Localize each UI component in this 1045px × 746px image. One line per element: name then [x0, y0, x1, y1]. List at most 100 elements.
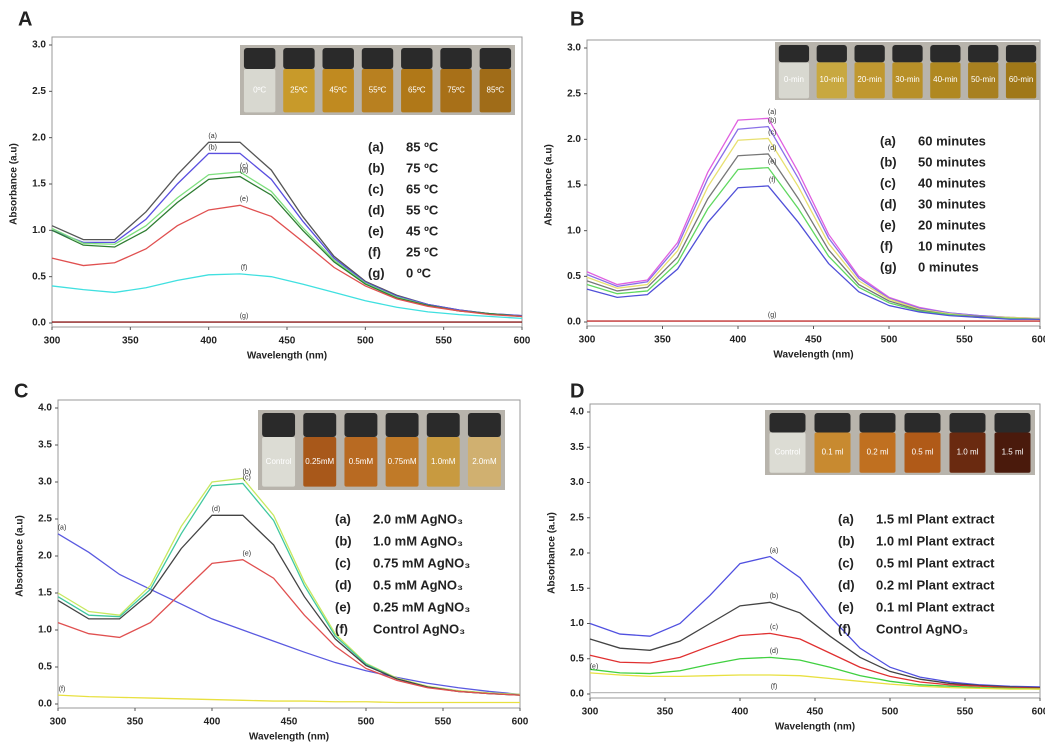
legend-label: 0.5 ml Plant extract	[876, 555, 995, 570]
y-tick-label: 4.0	[570, 407, 584, 418]
x-tick-label: 350	[127, 717, 144, 728]
y-tick-label: 3.0	[32, 40, 46, 51]
vial-body	[930, 62, 961, 99]
curve-tag: (c)	[243, 474, 251, 481]
vial-body	[283, 69, 315, 113]
vial-cap	[385, 413, 419, 437]
x-tick-label: 550	[435, 717, 452, 728]
y-tick-label: 0.0	[567, 317, 581, 328]
curve-tag: (c)	[240, 163, 248, 170]
y-tick-label: 0.5	[567, 271, 581, 282]
vial-body	[262, 437, 296, 487]
vial-cap	[440, 48, 472, 69]
curve-tag: (a)	[768, 109, 777, 116]
vial-cap	[401, 48, 433, 69]
y-tick-label: 2.0	[38, 551, 52, 562]
vial-cap	[426, 413, 460, 437]
legend-label: 0 minutes	[918, 259, 979, 274]
spectrum-line	[586, 185, 1040, 320]
vial-cap	[854, 45, 885, 63]
curve-tag: (b)	[208, 144, 217, 151]
legend-label: 25 ºC	[406, 244, 439, 259]
vial-label: 0.5 ml	[912, 447, 934, 456]
curve-tag: (c)	[770, 624, 778, 631]
x-tick-label: 350	[122, 336, 139, 347]
x-axis-title: Wavelength (nm)	[775, 722, 855, 733]
curve-tag: (f)	[771, 683, 778, 690]
vial-body	[854, 62, 885, 99]
x-tick-label: 550	[956, 335, 973, 346]
legend-label: 75 ºC	[406, 160, 439, 175]
legend-key: (c)	[880, 175, 896, 190]
vial-cap	[361, 48, 394, 69]
vial-label: 25ºC	[290, 86, 308, 95]
panel-letter: D	[570, 380, 584, 402]
legend-label: 0.2 ml Plant extract	[876, 577, 995, 592]
x-tick-label: 600	[512, 717, 529, 728]
y-tick-label: 0.0	[38, 699, 52, 710]
spectrum-line	[51, 152, 523, 317]
curve-tag: (d)	[768, 145, 777, 152]
x-axis-title: Wavelength (nm)	[249, 732, 329, 743]
legend-key: (g)	[368, 265, 385, 280]
vial-body	[892, 62, 923, 99]
vial-cap	[243, 48, 276, 69]
spectrum-line	[586, 125, 1041, 319]
vial-body	[904, 432, 941, 473]
legend-label: 50 minutes	[918, 154, 986, 169]
legend-label: 0.25 mM AgNO₃	[373, 599, 470, 614]
legend-label: 1.0 mM AgNO₃	[373, 533, 463, 548]
curve-tag: (f)	[241, 265, 248, 272]
legend-key: (c)	[335, 555, 351, 570]
vial-label: 75ºC	[447, 86, 465, 95]
vial-body	[859, 432, 896, 473]
vial-label: 85ºC	[487, 86, 505, 95]
legend-key: (e)	[838, 599, 854, 614]
vial-label: 0ºC	[253, 86, 266, 95]
spectrum-line	[589, 656, 1041, 690]
x-tick-label: 500	[357, 336, 374, 347]
vial-body	[949, 432, 986, 473]
vial-cap	[859, 413, 896, 433]
vial-cap	[892, 45, 923, 63]
vial-cap	[994, 413, 1031, 433]
legend-key: (a)	[838, 511, 854, 526]
legend-label: 0.75 mM AgNO₃	[373, 555, 470, 570]
spectrum-line	[51, 204, 523, 318]
vial-label: Control	[266, 457, 292, 466]
y-tick-label: 3.0	[38, 477, 52, 488]
x-tick-label: 450	[807, 707, 824, 718]
vial-label: 2.0mM	[472, 457, 497, 466]
vial-body	[426, 437, 460, 487]
x-tick-label: 600	[1032, 335, 1045, 346]
vial-label: Control	[775, 447, 801, 456]
vial-cap	[769, 413, 806, 433]
vial-label: 10-min	[820, 75, 844, 84]
legend-key: (f)	[368, 244, 381, 259]
legend-key: (e)	[368, 223, 384, 238]
legend-key: (a)	[368, 139, 384, 154]
x-tick-label: 300	[44, 336, 61, 347]
curve-tag: (b)	[768, 117, 777, 124]
vial-body	[994, 432, 1031, 473]
x-tick-label: 450	[805, 335, 822, 346]
legend-label: 65 ºC	[406, 181, 439, 196]
curve-tag: (g)	[240, 313, 249, 320]
y-tick-label: 1.5	[570, 583, 584, 594]
y-tick-label: 4.0	[38, 403, 52, 414]
legend-key: (c)	[838, 555, 854, 570]
legend-key: (b)	[880, 154, 897, 169]
spectrum-line	[57, 477, 521, 696]
vial-cap	[930, 45, 961, 63]
vial-label: 1.0mM	[431, 457, 456, 466]
legend-key: (c)	[368, 181, 384, 196]
curve-tag: (b)	[770, 593, 779, 600]
y-tick-label: 1.5	[567, 180, 581, 191]
legend-key: (d)	[838, 577, 855, 592]
legend-label: 85 ºC	[406, 139, 439, 154]
x-tick-label: 600	[1032, 707, 1045, 718]
y-tick-label: 0.5	[570, 653, 584, 664]
y-tick-label: 1.5	[32, 179, 46, 190]
panel-letter: A	[18, 8, 32, 30]
vial-label: 0.75mM	[388, 457, 417, 466]
